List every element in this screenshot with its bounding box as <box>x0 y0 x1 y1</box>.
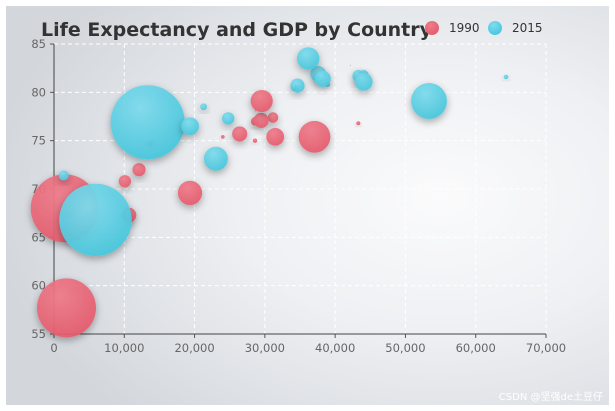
legend-marker-1990 <box>425 21 439 35</box>
bubble-point-2015[interactable] <box>349 64 352 66</box>
bubble-point-1990[interactable] <box>267 112 279 123</box>
x-tick-label: 70,000 <box>526 341 566 355</box>
bubble-point-1990[interactable] <box>255 110 256 112</box>
bubble-point-1990[interactable] <box>177 180 203 206</box>
legend-marker-2015 <box>488 21 502 35</box>
bubble-point-1990[interactable] <box>36 278 97 338</box>
x-tick-label: 40,000 <box>315 341 355 355</box>
bubble-point-2015[interactable] <box>181 117 199 136</box>
x-tick-label: 30,000 <box>245 341 285 355</box>
bubble-point-1990[interactable] <box>356 121 361 126</box>
bubble-point-1990[interactable] <box>220 134 225 139</box>
bubble-point-2015[interactable] <box>314 70 331 87</box>
bubble-point-2015[interactable] <box>110 85 185 160</box>
legend: 1990 2015 <box>425 21 543 35</box>
y-tick-label: 75 <box>31 134 46 148</box>
y-tick-label: 60 <box>31 279 46 293</box>
bubble-point-1990[interactable] <box>253 112 269 128</box>
legend-item-2015[interactable]: 2015 <box>488 21 543 35</box>
bubble-point-2015[interactable] <box>292 84 297 89</box>
bubble-point-1990[interactable] <box>132 163 146 177</box>
legend-item-1990[interactable]: 1990 <box>425 21 480 35</box>
legend-label-2015: 2015 <box>512 21 543 35</box>
bubble-point-1990[interactable] <box>250 89 273 113</box>
x-tick-label: 20,000 <box>174 341 214 355</box>
x-tick-label: 50,000 <box>385 341 425 355</box>
x-axis-tick-labels: 0 10,000 20,000 30,000 40,000 50,000 60,000 70,… <box>50 341 566 355</box>
bubble-point-2015[interactable] <box>203 146 228 171</box>
bubble-point-1990[interactable] <box>232 126 248 142</box>
y-tick-label: 55 <box>31 327 46 341</box>
chart-title: Life Expectancy and GDP by Country <box>41 19 433 41</box>
bubble-point-1990[interactable] <box>252 138 258 143</box>
series-2015 <box>58 47 509 257</box>
bubble-point-1990[interactable] <box>298 120 331 153</box>
watermark: CSDN @坚强de土豆仔 <box>499 390 603 403</box>
bubble-point-2015[interactable] <box>503 74 509 80</box>
bubble-point-1990[interactable] <box>266 127 285 146</box>
bubble-point-2015[interactable] <box>290 78 305 93</box>
y-tick-label: 85 <box>31 37 46 51</box>
bubble-point-2015[interactable] <box>296 47 320 70</box>
x-tick-label: 10,000 <box>104 341 144 355</box>
x-tick-label: 60,000 <box>456 341 496 355</box>
bubble-point-2015[interactable] <box>411 83 447 119</box>
bubble-point-2015[interactable] <box>221 112 235 125</box>
legend-label-1990: 1990 <box>449 21 480 35</box>
bubble-point-2015[interactable] <box>354 72 373 91</box>
bubble-marks <box>30 47 509 338</box>
bubble-point-2015[interactable] <box>58 170 69 181</box>
y-tick-label: 80 <box>31 85 46 99</box>
x-tick-label: 0 <box>50 341 57 355</box>
bubble-point-2015[interactable] <box>200 103 207 111</box>
bubble-point-2015[interactable] <box>59 183 132 257</box>
bubble-point-1990[interactable] <box>118 175 132 188</box>
